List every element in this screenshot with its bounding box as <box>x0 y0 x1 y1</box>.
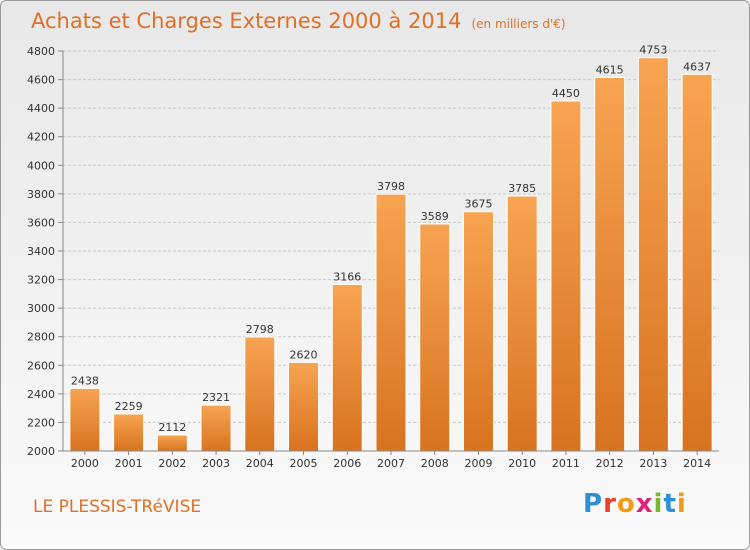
y-tick-label: 4400 <box>27 102 55 115</box>
value-label: 3589 <box>421 210 449 223</box>
x-tick-label: 2012 <box>596 457 624 470</box>
y-tick-label: 3000 <box>27 302 55 315</box>
x-axis: 2000 2001 2002 2003 2004 2005 2006 2007 2008 2009… <box>63 450 719 470</box>
x-tick-label: 2009 <box>464 457 492 470</box>
x-tick-label: 2004 <box>246 457 274 470</box>
y-tick-label: 4000 <box>27 159 55 172</box>
value-label: 4615 <box>596 63 624 76</box>
bar <box>637 57 669 452</box>
bar <box>594 76 626 452</box>
y-tick-label: 4600 <box>27 74 55 87</box>
bar <box>419 223 451 452</box>
value-label: 3785 <box>508 182 536 195</box>
value-label: 2438 <box>71 374 99 387</box>
bar <box>113 413 145 452</box>
value-label: 2112 <box>158 421 186 434</box>
y-tick-label: 2400 <box>27 388 55 401</box>
chart-title-text: Achats et Charges Externes 2000 à 2014 <box>31 9 462 33</box>
proxiti-logo: Proxiti <box>583 489 687 519</box>
x-tick-label: 2000 <box>71 457 99 470</box>
value-label: 2620 <box>290 348 318 361</box>
bar <box>681 73 713 452</box>
chart-title: Achats et Charges Externes 2000 à 2014 (e… <box>31 9 566 33</box>
value-label: 4450 <box>552 87 580 100</box>
y-axis: 2000 2200 2400 2600 2800 3000 3200 3400 3600 3800… <box>27 45 64 458</box>
x-tick-label: 2006 <box>333 457 361 470</box>
bars <box>69 57 713 452</box>
x-tick-label: 2010 <box>508 457 536 470</box>
x-tick-label: 2008 <box>421 457 449 470</box>
x-tick-label: 2005 <box>290 457 318 470</box>
y-tick-label: 3800 <box>27 188 55 201</box>
x-tick-label: 2001 <box>115 457 143 470</box>
y-tick-label: 2200 <box>27 416 55 429</box>
value-labels: 2438 2259 2112 2321 2798 2620 3166 3798 3589 3675… <box>71 44 711 434</box>
value-label: 3798 <box>377 180 405 193</box>
x-tick-label: 2003 <box>202 457 230 470</box>
y-tick-label: 3400 <box>27 245 55 258</box>
x-tick-label: 2014 <box>683 457 711 470</box>
bar <box>462 211 494 452</box>
y-tick-label: 3200 <box>27 274 55 287</box>
y-tick-label: 2000 <box>27 445 55 458</box>
y-tick-label: 2600 <box>27 359 55 372</box>
x-tick-label: 2002 <box>158 457 186 470</box>
bar <box>244 336 276 452</box>
bar <box>550 100 582 452</box>
bar <box>200 404 232 452</box>
y-tick-label: 3600 <box>27 216 55 229</box>
bar <box>288 361 320 452</box>
bar <box>506 195 538 452</box>
value-label: 3166 <box>333 270 361 283</box>
commune-name: LE PLESSIS-TRéVISE <box>33 497 202 517</box>
chart-unit: (en milliers d'€) <box>471 17 566 31</box>
y-tick-label: 4800 <box>27 45 55 58</box>
y-tick-label: 2800 <box>27 331 55 344</box>
value-label: 2798 <box>246 323 274 336</box>
bar <box>331 283 363 452</box>
value-label: 2321 <box>202 391 230 404</box>
value-label: 4637 <box>683 60 711 73</box>
bar <box>375 193 407 452</box>
x-tick-label: 2007 <box>377 457 405 470</box>
bar <box>156 434 188 452</box>
value-label: 4753 <box>639 44 667 57</box>
bar <box>69 387 101 452</box>
x-tick-label: 2011 <box>552 457 580 470</box>
value-label: 3675 <box>464 198 492 211</box>
value-label: 2259 <box>115 400 143 413</box>
x-tick-label: 2013 <box>639 457 667 470</box>
y-tick-label: 4200 <box>27 131 55 144</box>
